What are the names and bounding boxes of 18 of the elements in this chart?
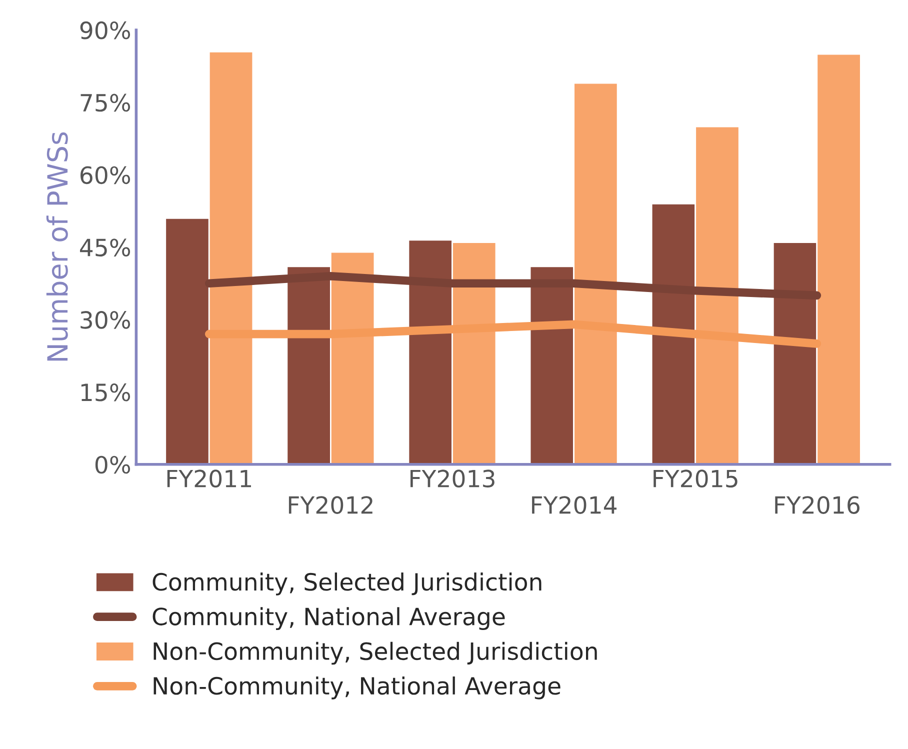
y-tick-label: 30%: [80, 311, 130, 329]
y-tick-label: 60%: [80, 166, 130, 184]
y-tick-label: 15%: [81, 383, 130, 402]
y-axis-title: Number of PWSs: [46, 132, 68, 361]
x-tick-label: FY2015: [654, 470, 738, 488]
x-tick-label: FY2012: [288, 496, 372, 514]
y-tick-label: 0%: [95, 456, 130, 474]
x-tick-label: FY2013: [410, 470, 494, 488]
legend-label: Non-Community, National Average: [154, 676, 560, 700]
legend-label: Community, Selected Jurisdiction: [152, 572, 542, 596]
y-tick-label: 75%: [80, 94, 130, 112]
x-tick-label: FY2011: [167, 470, 251, 488]
y-tick-label: 90%: [80, 21, 130, 40]
x-tick-label: FY2014: [532, 496, 617, 514]
x-tick-label: FY2016: [775, 496, 860, 514]
legend-label: Non-Community, Selected Jurisdiction: [154, 642, 597, 665]
y-tick-label: 45%: [80, 238, 130, 256]
legend-label: Community, National Average: [152, 607, 505, 630]
